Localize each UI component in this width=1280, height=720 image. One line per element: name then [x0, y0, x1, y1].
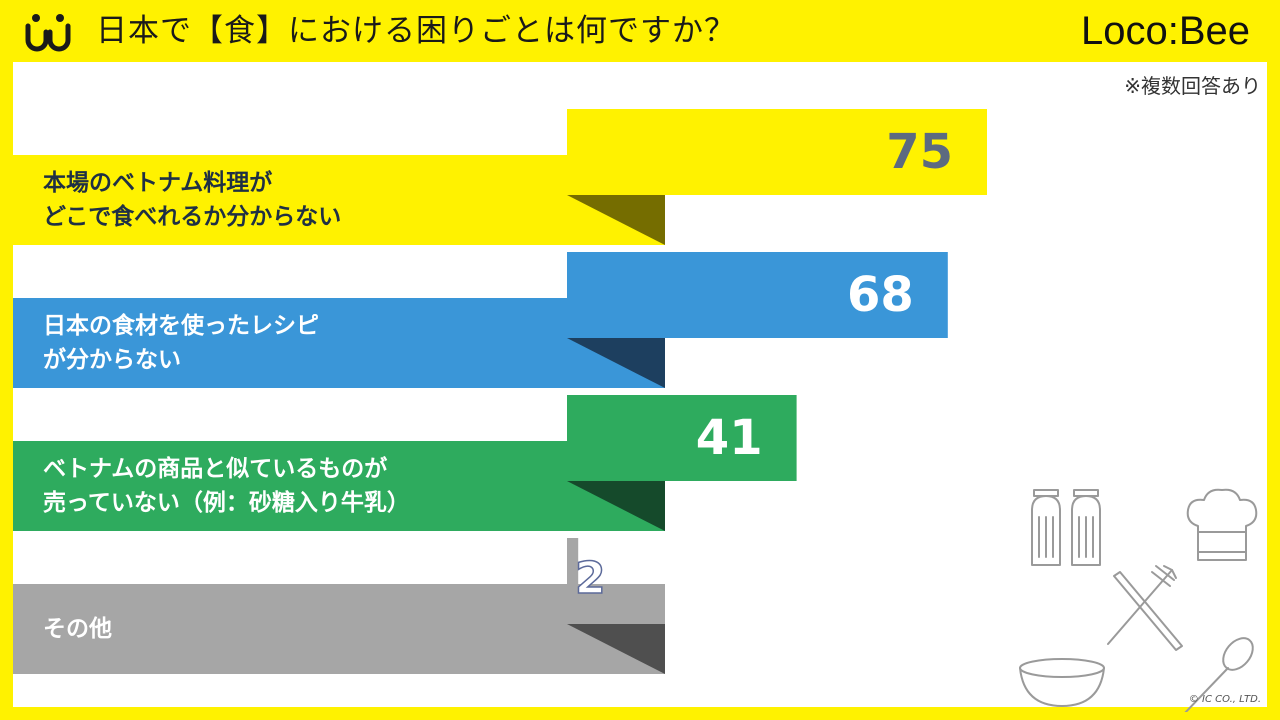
spoon-icon — [1184, 637, 1254, 712]
value-bar — [567, 538, 579, 624]
logo-icon — [25, 14, 71, 52]
category-bar — [13, 584, 665, 674]
brand-left: Loco — [1080, 9, 1168, 53]
page-title: 日本で【食】における困りごとは何ですか？ — [96, 13, 736, 49]
data-label: 2 — [574, 552, 606, 605]
value-bar — [567, 252, 948, 338]
category-label: 本場のベトナム料理が どこで食べれるか分からない — [43, 170, 342, 230]
bar-fold-shadow — [567, 195, 665, 245]
copyright: © IC CO., LTD. — [1188, 694, 1261, 705]
category-bar — [13, 155, 665, 245]
bar-chart — [13, 109, 987, 674]
category-label: 日本の食材を使ったレシピ が分からない — [43, 313, 319, 373]
chart-panel: ※複数回答あり 本場のベトナム料理が どこで食べれるか分からない 75 日本の食材を… — [13, 62, 1267, 712]
bowl-icon — [1019, 658, 1105, 707]
category-label: その他 — [43, 616, 112, 642]
brand-right: Bee — [1178, 9, 1250, 53]
header: 日本で【食】における困りごとは何ですか？ Loco:Bee — [0, 0, 1280, 62]
multiple-answers-note: ※複数回答あり — [1124, 74, 1261, 98]
brand-separator: : — [1167, 9, 1179, 53]
fork-icon — [1107, 565, 1177, 645]
brand-logo: Loco:Bee — [1081, 6, 1250, 56]
chef-hat-icon — [1186, 488, 1258, 561]
category-label: ベトナムの商品と似ているものが 売っていない（例：砂糖入り牛乳） — [43, 456, 410, 516]
value-bar — [567, 109, 987, 195]
salt-shaker-icon — [1031, 489, 1061, 566]
bar-fold-shadow — [567, 338, 665, 388]
category-bar — [13, 298, 665, 388]
data-label: 68 — [847, 267, 914, 323]
data-label: 75 — [886, 124, 953, 180]
knife-icon — [1113, 571, 1183, 651]
bar-fold-shadow — [567, 481, 665, 531]
data-label: 41 — [695, 410, 763, 466]
decor-icons — [1019, 488, 1258, 712]
bar-fold-shadow — [567, 624, 665, 674]
pepper-shaker-icon — [1071, 489, 1101, 566]
category-bar — [13, 441, 665, 531]
value-bar — [567, 395, 797, 481]
